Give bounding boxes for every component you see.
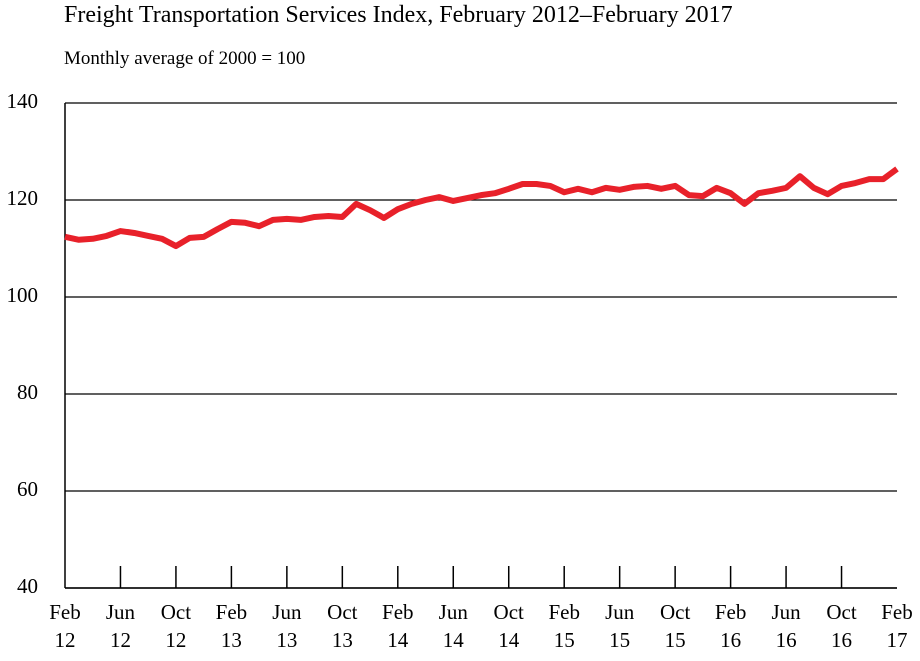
x-tick-label: Jun 16 (771, 600, 801, 652)
y-tick-label: 140 (7, 89, 39, 113)
x-tick-label: Feb 14 (382, 600, 414, 652)
x-tick-label: Feb 16 (714, 600, 747, 652)
chart-title: Freight Transportation Services Index, F… (64, 2, 733, 28)
x-tick-label: Feb 15 (548, 600, 580, 652)
y-tick-label: 100 (7, 283, 39, 307)
x-tick-label: Oct 14 (493, 600, 524, 652)
x-tick-label: Oct 13 (327, 600, 358, 652)
x-tick-label: Feb 12 (49, 600, 81, 652)
x-tick-label: Jun 14 (438, 600, 468, 652)
x-tick-label: Jun 12 (105, 600, 136, 652)
data-line (64, 166, 899, 250)
chart-subtitle: Monthly average of 2000 = 100 (64, 48, 306, 69)
x-tick-label: Oct 12 (160, 600, 192, 652)
x-tick-label: Feb 13 (215, 600, 248, 652)
y-tick-label: 40 (17, 574, 38, 598)
x-tick-label: Oct 15 (659, 600, 691, 652)
y-tick-label: 80 (17, 380, 38, 404)
x-tick-label: Jun 13 (272, 600, 302, 652)
x-tick-label: Feb 17 (881, 600, 913, 652)
x-tick-label: Oct 16 (826, 600, 857, 652)
y-tick-label: 60 (17, 477, 38, 501)
x-tick-label: Jun 15 (605, 600, 635, 652)
y-tick-label: 120 (7, 186, 39, 210)
